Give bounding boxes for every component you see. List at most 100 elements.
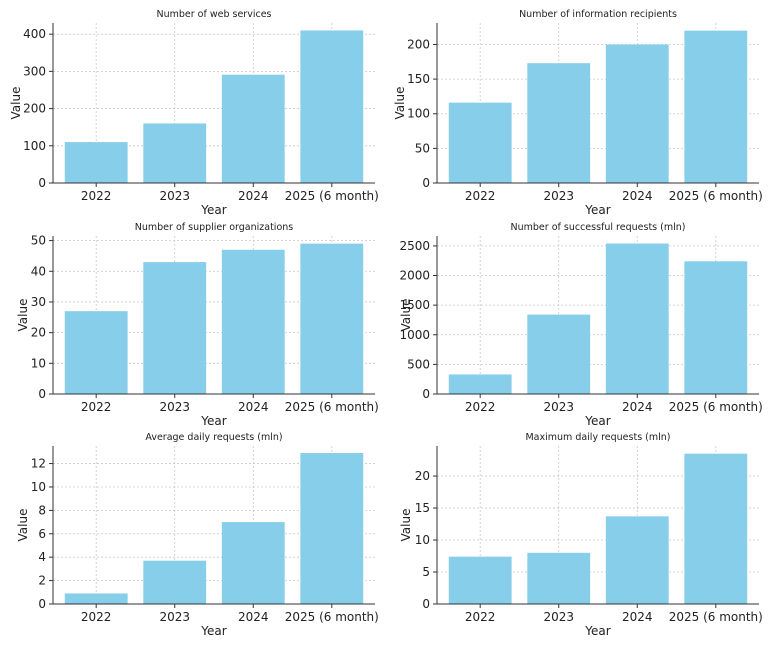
y-tick-label: 12 bbox=[31, 457, 46, 471]
x-tick-label: 2025 (6 month) bbox=[285, 400, 379, 414]
y-tick-label: 0 bbox=[38, 176, 46, 190]
chart-title: Average daily requests (mln) bbox=[145, 432, 282, 443]
x-tick-label: 2023 bbox=[159, 610, 190, 624]
bar-2023 bbox=[143, 123, 207, 183]
x-tick-label: 2025 (6 month) bbox=[669, 610, 763, 624]
bar-2022 bbox=[64, 311, 128, 394]
y-tick-label: 6 bbox=[38, 527, 46, 541]
bar-2025-6-month- bbox=[684, 261, 748, 394]
y-tick-label: 100 bbox=[23, 139, 46, 153]
chart-panel-3: 0 10 20 30 40 50 2022 2023 2024 2025 (6 month) Num… bbox=[16, 222, 379, 428]
y-tick-label: 400 bbox=[23, 27, 46, 41]
y-tick-label: 200 bbox=[23, 102, 46, 116]
x-axis-label: Year bbox=[200, 203, 226, 217]
x-tick-label: 2024 bbox=[238, 189, 269, 203]
y-tick-label: 20 bbox=[31, 326, 46, 340]
chart-panel-5: 0 2 4 6 8 10 12 2022 2023 2024 2025 (6 month) Avera… bbox=[16, 432, 379, 638]
bar-2022 bbox=[448, 102, 512, 183]
bar-2022 bbox=[448, 556, 512, 604]
x-tick-label: 2022 bbox=[81, 189, 112, 203]
chart-panel-4: 0 500 1000 1500 2000 2500 2022 2023 2024 2025 (6 … bbox=[399, 222, 763, 428]
chart-title: Number of supplier organizations bbox=[135, 222, 294, 233]
y-tick-label: 2500 bbox=[399, 239, 430, 253]
axes bbox=[433, 23, 759, 187]
chart-title: Number of information recipients bbox=[519, 9, 677, 20]
chart-panel-2: 0 50 100 150 200 2022 2023 2024 2025 (6 month) Nu… bbox=[393, 9, 763, 217]
bar-2023 bbox=[527, 314, 591, 394]
x-axis-label: Year bbox=[584, 624, 610, 638]
y-tick-label: 10 bbox=[415, 533, 430, 547]
bar-2023 bbox=[143, 560, 207, 604]
x-tick-label: 2023 bbox=[543, 189, 574, 203]
x-tick-label: 2022 bbox=[81, 400, 112, 414]
x-axis-label: Year bbox=[200, 624, 226, 638]
y-tick-label: 50 bbox=[415, 141, 430, 155]
x-tick-label: 2023 bbox=[159, 189, 190, 203]
y-axis-label: Value bbox=[399, 509, 413, 542]
y-tick-label: 50 bbox=[31, 234, 46, 248]
x-tick-label: 2022 bbox=[81, 610, 112, 624]
x-tick-label: 2024 bbox=[238, 400, 269, 414]
y-tick-label: 15 bbox=[415, 501, 430, 515]
bar-2022 bbox=[64, 593, 128, 604]
bar-2023 bbox=[143, 262, 207, 394]
bar-2023 bbox=[527, 63, 591, 184]
axes bbox=[49, 23, 375, 187]
chart-panel-1: 0 100 200 300 400 2022 2023 2024 2025 (6 month) N… bbox=[9, 9, 379, 217]
y-tick-label: 100 bbox=[407, 107, 430, 121]
x-tick-label: 2025 (6 month) bbox=[285, 189, 379, 203]
bar-2023 bbox=[527, 552, 591, 604]
y-tick-label: 0 bbox=[38, 387, 46, 401]
y-tick-label: 20 bbox=[415, 469, 430, 483]
bar-2024 bbox=[605, 516, 669, 604]
axes bbox=[433, 236, 759, 398]
y-tick-label: 0 bbox=[422, 387, 430, 401]
x-tick-label: 2023 bbox=[543, 400, 574, 414]
bar-2025-6-month- bbox=[300, 453, 364, 604]
y-tick-label: 300 bbox=[23, 64, 46, 78]
axes bbox=[49, 236, 375, 398]
bar-2024 bbox=[605, 44, 669, 183]
y-tick-label: 5 bbox=[422, 565, 430, 579]
y-axis-label: Value bbox=[399, 299, 413, 332]
y-tick-label: 1000 bbox=[399, 328, 430, 342]
y-tick-label: 2000 bbox=[399, 269, 430, 283]
y-tick-label: 200 bbox=[407, 37, 430, 51]
bar-2025-6-month- bbox=[300, 30, 364, 183]
bar-2025-6-month- bbox=[684, 453, 748, 604]
y-tick-label: 4 bbox=[38, 550, 46, 564]
y-tick-label: 1500 bbox=[399, 298, 430, 312]
y-tick-label: 2 bbox=[38, 574, 46, 588]
x-tick-label: 2023 bbox=[543, 610, 574, 624]
y-tick-label: 40 bbox=[31, 264, 46, 278]
y-axis-label: Value bbox=[16, 299, 30, 332]
x-tick-label: 2022 bbox=[465, 189, 496, 203]
x-tick-label: 2024 bbox=[622, 610, 653, 624]
x-tick-label: 2025 (6 month) bbox=[669, 400, 763, 414]
x-axis-label: Year bbox=[584, 203, 610, 217]
bar-2024 bbox=[221, 249, 285, 394]
bar-2024 bbox=[605, 243, 669, 394]
y-tick-label: 30 bbox=[31, 295, 46, 309]
y-axis-label: Value bbox=[9, 87, 23, 120]
bar-2024 bbox=[221, 522, 285, 604]
y-tick-label: 10 bbox=[31, 480, 46, 494]
x-tick-label: 2024 bbox=[238, 610, 269, 624]
y-tick-label: 0 bbox=[422, 597, 430, 611]
y-tick-label: 0 bbox=[38, 597, 46, 611]
x-tick-label: 2024 bbox=[622, 400, 653, 414]
y-tick-label: 150 bbox=[407, 72, 430, 86]
chart-panel-6: 0 5 10 15 20 2022 2023 2024 2025 (6 month) Maximu… bbox=[399, 432, 763, 638]
x-tick-label: 2022 bbox=[465, 610, 496, 624]
x-tick-label: 2025 (6 month) bbox=[669, 189, 763, 203]
chart-title: Number of successful requests (mln) bbox=[511, 222, 686, 233]
x-tick-label: 2025 (6 month) bbox=[285, 610, 379, 624]
y-axis-label: Value bbox=[393, 87, 407, 120]
x-tick-label: 2022 bbox=[465, 400, 496, 414]
chart-title: Maximum daily requests (mln) bbox=[525, 432, 670, 443]
x-axis-label: Year bbox=[584, 414, 610, 428]
bar-2025-6-month- bbox=[684, 30, 748, 183]
axes bbox=[433, 446, 759, 608]
